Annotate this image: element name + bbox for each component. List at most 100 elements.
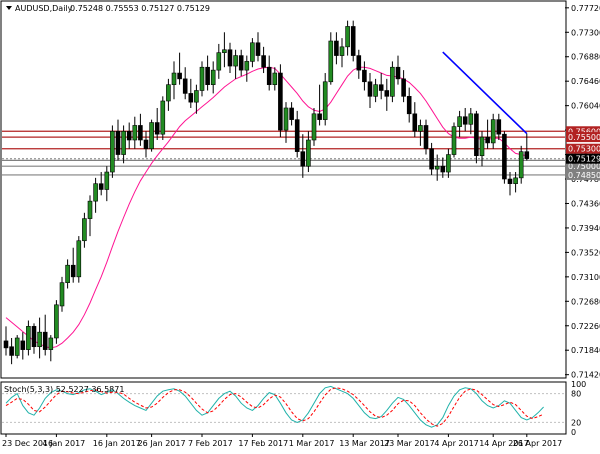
candle-bullish [244,61,250,71]
candle-bullish [513,177,518,184]
candle-bearish [350,26,356,56]
candle-bullish [446,154,451,173]
candle-bearish [42,331,48,350]
candle-bullish [283,107,289,131]
level-label-box [566,132,600,143]
candle-bearish [378,84,384,91]
candle-bullish [479,136,485,157]
candle-bullish [390,66,395,97]
candle-bearish [507,178,513,184]
candle-bearish [300,151,306,167]
candle-bearish [126,130,132,141]
level-label: 0.75600 [568,127,600,136]
candle-bearish [261,55,266,68]
candle-bearish [524,151,530,159]
ohlc-header: 0.75248 0.75553 0.75127 0.75129 [70,4,210,13]
time-tick-label: 14 Apr 2017 [479,439,528,448]
moving-average-line [5,66,527,349]
time-tick-label: 17 Feb 2017 [238,439,288,448]
candle-bearish [278,72,283,131]
candle-bullish [166,84,171,102]
candle-bearish [429,148,434,170]
stochastic-lines [2,385,565,428]
candle-bearish [3,340,9,349]
candle-bullish [171,72,177,85]
stochastic-tick-label: 80 [571,390,581,399]
candle-bullish [210,69,216,85]
candle-bullish [48,337,54,350]
candle-bearish [9,346,14,356]
candle-bullish [451,126,457,155]
candle-bearish [70,264,76,278]
candle-bearish [182,78,188,94]
stochastic-panel: Stoch(5,3,3) 52.5227 36.5871 [0,381,567,435]
candle-bearish [266,66,272,85]
trend-line [442,51,528,135]
candle-bearish [406,96,412,115]
candle-bullish [65,264,70,283]
candle-bullish [199,66,205,91]
candle-bearish [502,133,507,180]
current-price-label: 0.75129 [568,155,600,164]
candle-bearish [395,66,401,80]
candle-bullish [272,72,278,85]
candle-bearish [317,113,322,120]
candle-bullish [121,130,126,155]
candle-bullish [490,119,496,144]
stochastic-tick-label: 20 [571,418,581,427]
candle-bullish [311,113,317,141]
candle-bearish [334,40,339,56]
candle-bearish [485,136,490,144]
current-price-box [566,153,600,164]
candle-bearish [31,326,37,348]
candle-bullish [306,139,311,167]
candle-bullish [222,49,227,53]
candle-bullish [132,125,138,141]
level-label: 0.75300 [568,145,600,154]
candle-bullish [457,116,462,127]
candle-bullish [328,40,334,83]
candle-bullish [14,337,20,356]
candle-bullish [194,90,199,103]
candle-bullish [373,84,378,97]
candle-bearish [356,55,362,71]
dropdown-triangle-icon[interactable] [6,6,12,10]
candle-bearish [401,78,406,97]
candle-bearish [238,55,244,71]
candle-bearish [138,125,143,141]
candle-bullish [250,42,255,62]
candle-bearish [423,125,429,150]
time-tick-label: 26 Apr 2017 [513,439,562,448]
candle-bearish [496,119,502,135]
candle-bullish [149,122,154,150]
level-label: 0.75000 [568,162,600,171]
candle-bearish [177,72,182,80]
candle-bearish [188,93,194,103]
time-tick-label: 7 Feb 2017 [188,439,233,448]
candle-bearish [154,122,160,135]
time-tick-label: 23 Dec 2016 [2,439,53,448]
level-label-box [566,143,600,154]
candle-bearish [205,66,210,85]
candle-bullish [26,326,31,350]
candle-bullish [434,165,440,170]
level-label-box [566,126,600,137]
time-tick-label: 4 Jan 2017 [42,439,85,448]
candle-bullish [160,100,166,135]
candle-bearish [227,49,233,67]
candle-bullish [345,26,350,48]
time-tick-label: 4 Apr 2017 [434,439,478,448]
candles-layer [3,20,530,365]
